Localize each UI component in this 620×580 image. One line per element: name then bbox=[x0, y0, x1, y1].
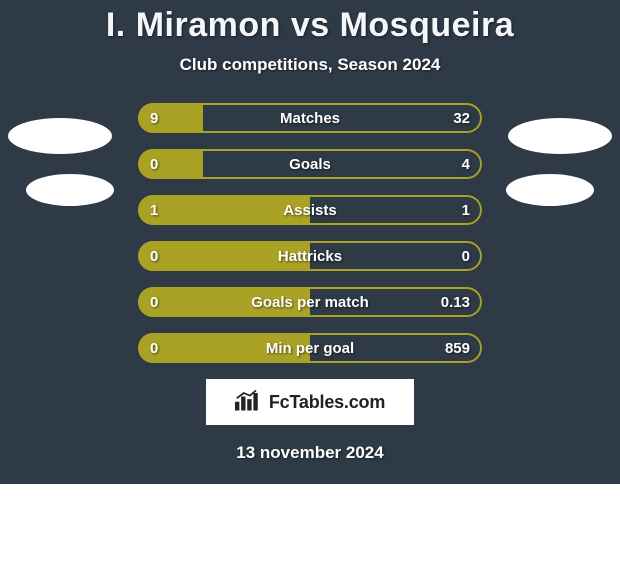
player-left-avatar-2 bbox=[26, 174, 114, 206]
page-title: I. Miramon vs Mosqueira bbox=[0, 0, 620, 45]
stat-row: 00.13Goals per match bbox=[138, 287, 482, 317]
stat-label: Hattricks bbox=[138, 241, 482, 271]
stat-label: Matches bbox=[138, 103, 482, 133]
player-left-avatar-1 bbox=[8, 118, 112, 154]
stat-label: Min per goal bbox=[138, 333, 482, 363]
stat-label: Goals bbox=[138, 149, 482, 179]
player-right-avatar-1 bbox=[508, 118, 612, 154]
subtitle: Club competitions, Season 2024 bbox=[0, 55, 620, 75]
player-right-avatar-2 bbox=[506, 174, 594, 206]
stat-row: 11Assists bbox=[138, 195, 482, 225]
stat-row: 932Matches bbox=[138, 103, 482, 133]
brand-badge: FcTables.com bbox=[206, 379, 414, 425]
stat-row: 0859Min per goal bbox=[138, 333, 482, 363]
stat-bars: 932Matches 04Goals 11Assists 00Hattricks 00.… bbox=[138, 103, 482, 363]
stat-label: Assists bbox=[138, 195, 482, 225]
as-of-date: 13 november 2024 bbox=[0, 443, 620, 463]
comparison-panel: I. Miramon vs Mosqueira Club competition… bbox=[0, 0, 620, 484]
stat-row: 00Hattricks bbox=[138, 241, 482, 271]
brand-chart-icon bbox=[235, 388, 263, 417]
stat-row: 04Goals bbox=[138, 149, 482, 179]
stat-label: Goals per match bbox=[138, 287, 482, 317]
brand-text: FcTables.com bbox=[269, 392, 385, 413]
